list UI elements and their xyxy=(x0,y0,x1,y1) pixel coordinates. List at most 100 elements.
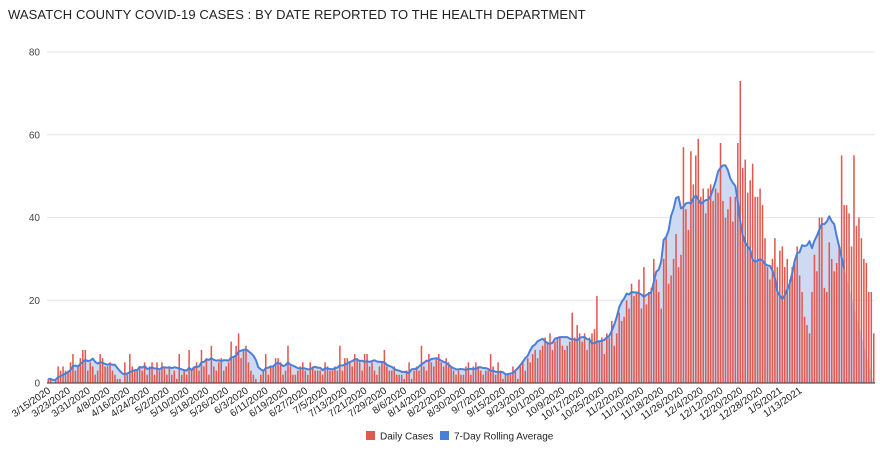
daily-cases-bar xyxy=(309,362,311,383)
daily-cases-bar xyxy=(282,374,284,383)
chart-title: WASATCH COUNTY COVID-19 CASES : BY DATE … xyxy=(8,7,586,22)
daily-cases-bar xyxy=(413,370,415,383)
daily-cases-bar xyxy=(529,362,531,383)
daily-cases-bar xyxy=(868,291,870,383)
daily-cases-bar xyxy=(835,263,838,383)
daily-cases-bar xyxy=(638,279,640,383)
daily-cases-bar xyxy=(784,267,786,383)
daily-cases-bar xyxy=(361,370,363,383)
daily-cases-bar xyxy=(536,358,539,383)
daily-cases-bar xyxy=(433,366,435,383)
daily-cases-bar xyxy=(91,366,94,383)
daily-cases-bar xyxy=(734,196,737,383)
daily-cases-bar xyxy=(344,358,346,383)
daily-cases-bar xyxy=(173,370,176,383)
daily-cases-bar xyxy=(482,374,485,383)
daily-cases-bar xyxy=(863,258,865,384)
daily-cases-bar xyxy=(79,358,82,383)
daily-cases-bar xyxy=(292,374,294,383)
daily-cases-bar xyxy=(326,366,329,383)
daily-cases-bar xyxy=(680,254,682,383)
daily-cases-bar xyxy=(373,370,376,383)
daily-cases-bar xyxy=(153,374,156,383)
daily-cases-bar xyxy=(751,163,754,383)
daily-cases-bar xyxy=(250,370,252,383)
daily-cases-bar xyxy=(746,192,749,383)
daily-cases-bar xyxy=(371,362,373,383)
daily-cases-bar xyxy=(581,341,583,384)
daily-cases-bar xyxy=(287,345,289,383)
daily-cases-bar xyxy=(311,366,314,383)
daily-cases-bar xyxy=(781,246,784,383)
daily-cases-bar xyxy=(467,362,470,383)
daily-cases-bar xyxy=(848,213,850,383)
daily-cases-bar xyxy=(168,366,171,383)
daily-cases-bar xyxy=(519,366,522,383)
daily-cases-bar xyxy=(101,358,104,383)
daily-cases-bar xyxy=(383,349,386,383)
daily-cases-bar xyxy=(522,362,524,383)
daily-cases-bar xyxy=(675,234,677,383)
daily-cases-bar xyxy=(712,200,714,383)
daily-cases-bar xyxy=(237,333,240,383)
daily-cases-bar xyxy=(346,358,349,383)
daily-cases-bar xyxy=(267,374,269,383)
daily-cases-bar xyxy=(215,370,218,383)
daily-cases-bar xyxy=(64,370,67,383)
daily-cases-bar xyxy=(633,296,635,383)
daily-cases-bar xyxy=(667,283,670,383)
daily-cases-bar xyxy=(477,366,480,383)
daily-cases-bar xyxy=(833,271,835,383)
daily-cases-bar xyxy=(218,362,220,383)
daily-cases-bar xyxy=(161,362,163,383)
daily-cases-bar xyxy=(457,370,460,383)
daily-cases-bar xyxy=(685,209,687,383)
daily-cases-bar xyxy=(138,366,141,383)
daily-cases-bar xyxy=(541,345,544,383)
daily-cases-bar xyxy=(351,366,354,383)
daily-cases-bar xyxy=(255,378,257,383)
daily-cases-bar xyxy=(54,378,57,383)
daily-cases-bar xyxy=(596,296,598,383)
daily-cases-bar xyxy=(858,217,860,383)
daily-cases-bar xyxy=(561,345,564,383)
daily-cases-bar xyxy=(611,320,613,383)
daily-cases-bar xyxy=(707,188,709,383)
daily-cases-bar xyxy=(423,366,425,383)
daily-cases-bar xyxy=(855,225,858,383)
daily-cases-bar xyxy=(709,184,712,383)
daily-cases-bar xyxy=(49,378,52,383)
daily-cases-bar xyxy=(613,345,616,383)
daily-cases-bar xyxy=(811,291,813,383)
daily-cases-bar xyxy=(687,229,690,383)
daily-cases-bar xyxy=(437,354,440,383)
daily-cases-bar xyxy=(534,349,536,383)
daily-cases-bar xyxy=(284,370,287,383)
daily-cases-bar xyxy=(306,374,309,383)
legend-label-rolling-average: 7-Day Rolling Average xyxy=(454,432,554,443)
daily-cases-bar xyxy=(203,366,205,383)
daily-cases-bar xyxy=(564,349,566,383)
daily-cases-bar xyxy=(727,209,729,383)
daily-cases-bar xyxy=(603,354,606,383)
daily-cases-bar xyxy=(111,370,114,383)
daily-cases-bar xyxy=(388,370,391,383)
daily-cases-bar xyxy=(353,354,356,383)
daily-cases-bar xyxy=(682,147,685,383)
daily-cases-bar xyxy=(133,370,136,383)
daily-cases-bar xyxy=(141,370,143,383)
daily-cases-bar xyxy=(524,370,527,383)
daily-cases-bar xyxy=(714,188,717,383)
daily-cases-bar xyxy=(823,287,826,383)
daily-cases-bar xyxy=(494,374,497,383)
daily-cases-bar xyxy=(230,341,232,384)
daily-cases-bar xyxy=(341,370,344,383)
daily-cases-bar xyxy=(549,333,551,383)
daily-cases-bar xyxy=(722,200,724,383)
daily-cases-bar xyxy=(640,308,643,383)
daily-cases-bar xyxy=(262,370,265,383)
daily-cases-bar xyxy=(828,242,831,383)
daily-cases-bar xyxy=(356,358,358,383)
daily-cases-bar xyxy=(442,366,445,383)
daily-cases-bar xyxy=(801,291,803,383)
